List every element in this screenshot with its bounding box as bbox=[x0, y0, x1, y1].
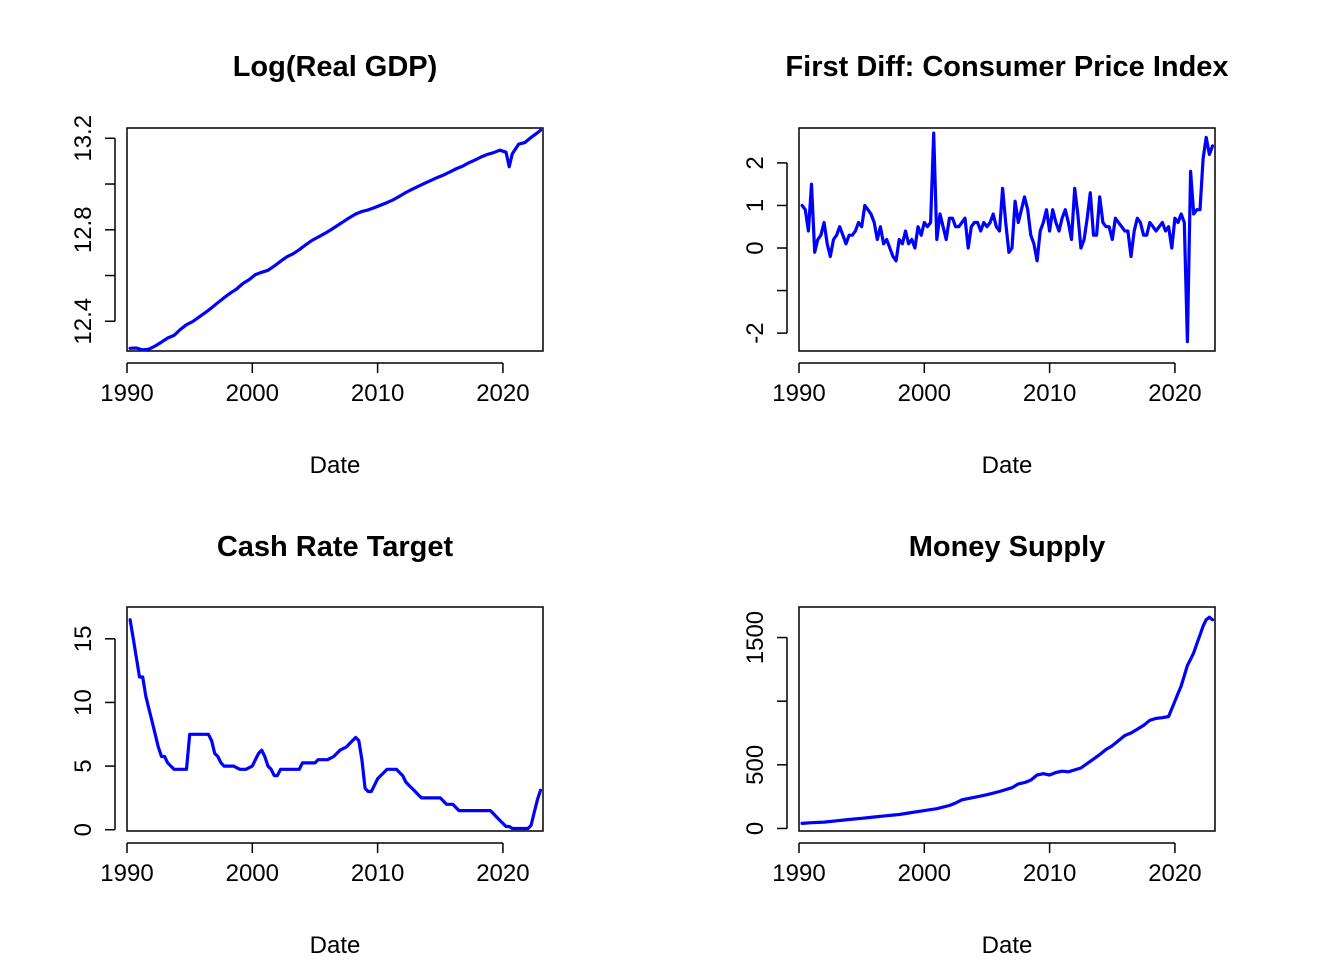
chart-title: First Diff: Consumer Price Index bbox=[785, 51, 1228, 83]
panel-money-supply: Money Supply 1990 2000 2010 2020 0 500 1500 Date bbox=[742, 531, 1216, 959]
y-tick-label: 10 bbox=[70, 689, 97, 716]
x-tick-label: 2000 bbox=[226, 860, 279, 887]
x-tick-label: 2010 bbox=[1023, 860, 1076, 887]
y-tick-label: 0 bbox=[742, 822, 769, 835]
x-tick-label: 2010 bbox=[351, 860, 404, 887]
plot-frame bbox=[798, 127, 1216, 352]
y-tick-label: 12.8 bbox=[70, 206, 97, 253]
x-tick-label: 1990 bbox=[100, 380, 153, 407]
x-tick-label: 1990 bbox=[100, 860, 153, 887]
chart-title: Money Supply bbox=[909, 531, 1106, 563]
chart-title: Log(Real GDP) bbox=[233, 51, 438, 83]
y-tick-label: 500 bbox=[742, 745, 769, 785]
x-tick-label: 2010 bbox=[351, 380, 404, 407]
y-tick-label: 12.4 bbox=[70, 298, 97, 345]
panel-log-real-gdp: Log(Real GDP) 1990 2000 2010 2020 12.4 12.8 13.… bbox=[70, 51, 544, 479]
y-tick-label: 13.2 bbox=[70, 115, 97, 162]
x-axis-label: Date bbox=[982, 932, 1033, 959]
y-tick-label: 15 bbox=[70, 625, 97, 652]
x-tick-label: 2020 bbox=[476, 380, 529, 407]
y-tick-label: -2 bbox=[742, 322, 769, 343]
x-tick-label: 1990 bbox=[772, 380, 825, 407]
x-tick-label: 2020 bbox=[1148, 860, 1201, 887]
x-axis-label: Date bbox=[982, 452, 1033, 479]
x-axis-label: Date bbox=[310, 452, 361, 479]
panel-cash-rate-target: Cash Rate Target 1990 2000 2010 2020 0 5 10 15 Da… bbox=[70, 531, 544, 959]
x-tick-label: 2020 bbox=[476, 860, 529, 887]
x-tick-label: 2020 bbox=[1148, 380, 1201, 407]
y-tick-label: 2 bbox=[742, 156, 769, 169]
series-line bbox=[128, 618, 543, 831]
chart-title: Cash Rate Target bbox=[217, 531, 454, 563]
panel-cpi-first-diff: First Diff: Consumer Price Index 1990 2000… bbox=[742, 51, 1229, 479]
y-tick-label: 0 bbox=[742, 241, 769, 254]
x-tick-label: 1990 bbox=[772, 860, 825, 887]
series-line bbox=[800, 615, 1215, 825]
series-line bbox=[800, 131, 1215, 344]
x-axis-label: Date bbox=[310, 932, 361, 959]
y-tick-label: 1500 bbox=[742, 611, 769, 664]
x-tick-label: 2000 bbox=[898, 380, 951, 407]
plot-frame bbox=[126, 606, 544, 832]
y-tick-label: 0 bbox=[70, 823, 97, 836]
y-tick-label: 5 bbox=[70, 759, 97, 772]
series-line bbox=[128, 128, 543, 352]
plot-frame bbox=[126, 127, 544, 352]
x-tick-label: 2000 bbox=[898, 860, 951, 887]
x-tick-label: 2010 bbox=[1023, 380, 1076, 407]
plot-frame bbox=[798, 606, 1216, 832]
y-tick-label: 1 bbox=[742, 199, 769, 212]
x-tick-label: 2000 bbox=[226, 380, 279, 407]
